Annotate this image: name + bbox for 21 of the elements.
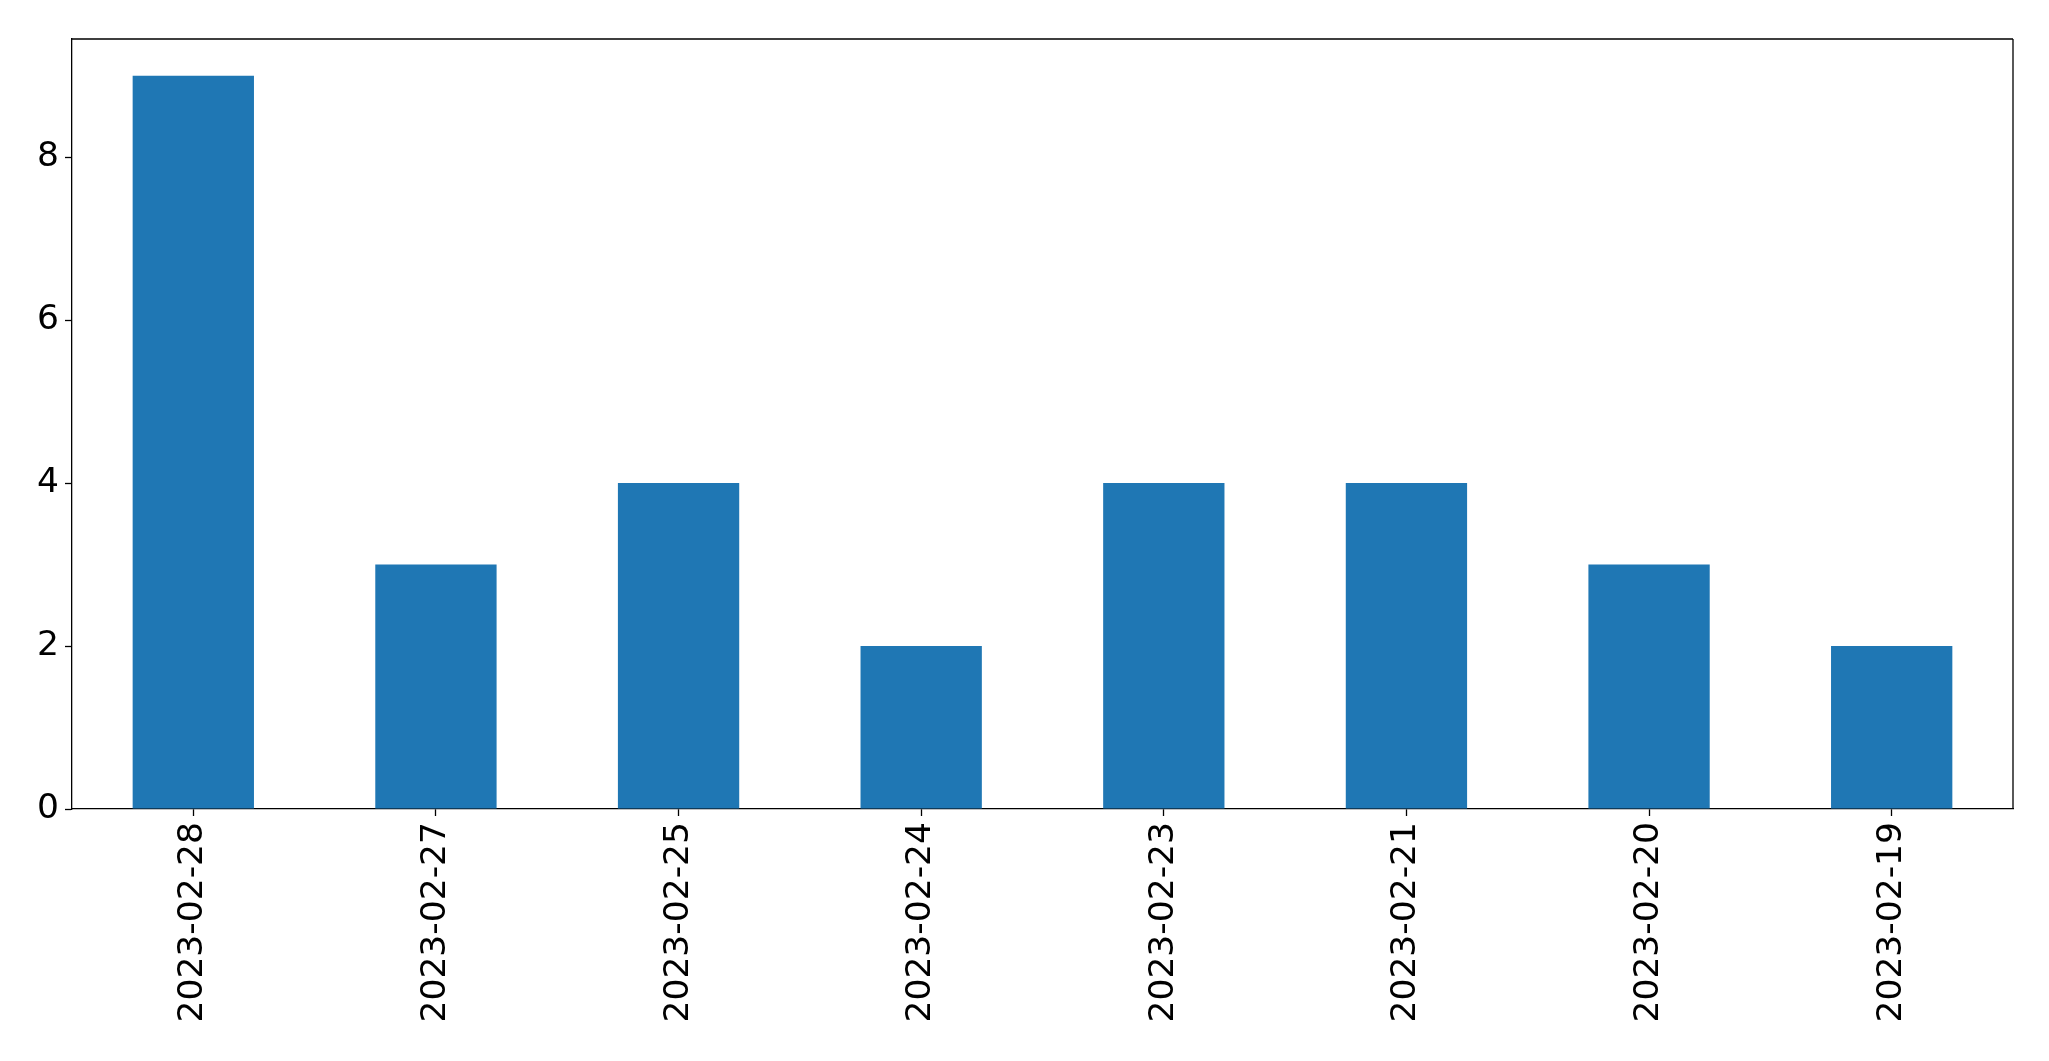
y-tick-label: 6 <box>37 297 59 338</box>
bar <box>860 646 982 809</box>
bar <box>1345 483 1468 809</box>
y-tick-label: 8 <box>37 134 59 175</box>
bar <box>1588 564 1710 809</box>
x-tick-label: 2023-02-21 <box>1383 822 1424 1023</box>
x-tick-label: 2023-02-20 <box>1626 822 1667 1023</box>
x-tick-label: 2023-02-24 <box>898 822 939 1023</box>
x-tick-label: 2023-02-28 <box>170 822 211 1023</box>
bar <box>1831 646 1953 809</box>
bar <box>375 564 497 809</box>
x-tick-label: 2023-02-19 <box>1868 822 1909 1023</box>
bar <box>132 75 254 809</box>
x-tick-label: 2023-02-23 <box>1140 822 1181 1023</box>
y-tick-label: 2 <box>37 623 59 664</box>
bar <box>617 483 740 809</box>
y-tick-label: 4 <box>37 460 59 501</box>
y-tick-label: 0 <box>37 785 59 826</box>
x-tick-label: 2023-02-25 <box>655 822 696 1023</box>
x-tick-label: 2023-02-27 <box>412 822 453 1023</box>
bar <box>1103 483 1225 809</box>
